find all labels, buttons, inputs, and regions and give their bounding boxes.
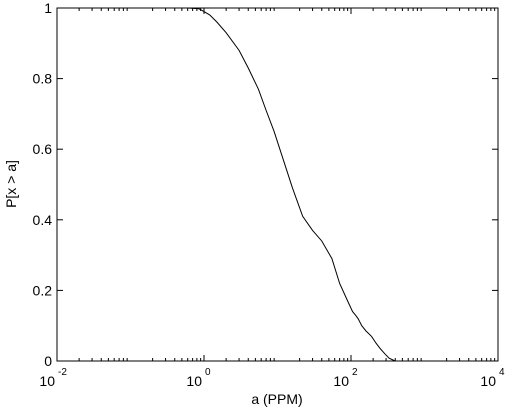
x-tick-label: 10 — [186, 373, 202, 389]
y-axis-label: P[x > a] — [3, 160, 19, 208]
y-tick-label: 0.6 — [33, 141, 53, 157]
x-tick-label: 10 — [39, 373, 55, 389]
x-tick-exponent: 0 — [205, 367, 211, 378]
y-tick-label: 0 — [44, 353, 52, 369]
x-tick-exponent: 4 — [499, 367, 505, 378]
x-tick-exponent: 2 — [352, 367, 358, 378]
x-tick-label: 10 — [480, 373, 496, 389]
plot-area — [56, 7, 499, 362]
y-tick-label: 0.4 — [33, 212, 53, 228]
x-axis-label: a (PPM) — [251, 391, 302, 407]
x-tick-exponent: -2 — [58, 367, 67, 378]
x-tick-label: 10 — [333, 373, 349, 389]
y-tick-label: 0.2 — [33, 282, 53, 298]
y-tick-label: 0.8 — [33, 71, 53, 87]
series-line — [165, 7, 396, 362]
y-tick-label: 1 — [44, 0, 52, 16]
y-axis-ticks: 0 0.2 0.4 0.6 0.8 1 — [33, 0, 498, 369]
